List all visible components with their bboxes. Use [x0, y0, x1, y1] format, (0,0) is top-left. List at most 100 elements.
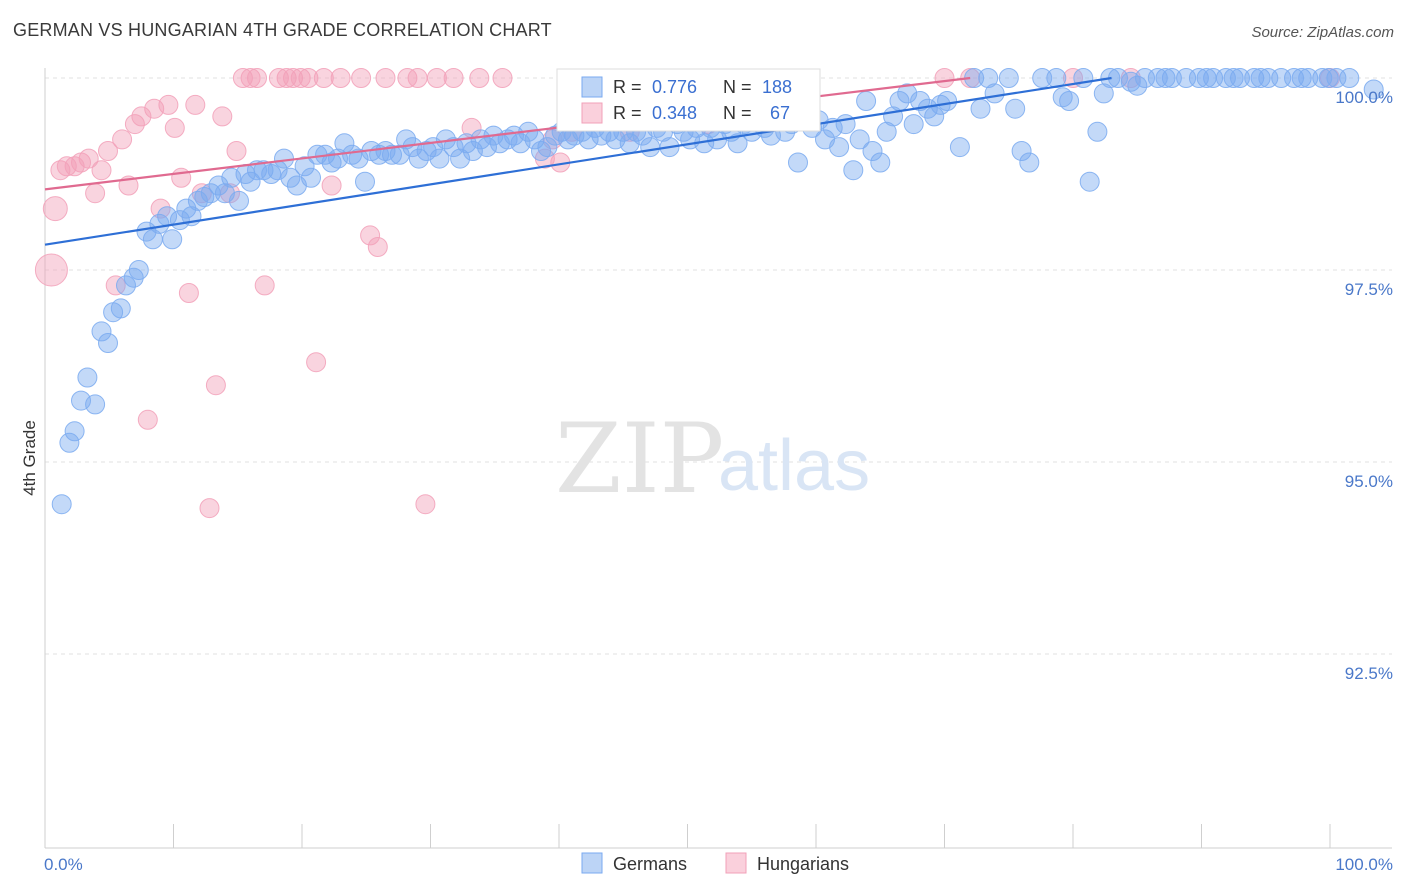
german-point: [116, 275, 136, 296]
german-point: [187, 190, 208, 211]
german-point: [897, 83, 918, 104]
hungarian-point: [178, 283, 199, 303]
german-point: [1087, 121, 1108, 142]
hungarians-r-value: 0.348: [652, 103, 697, 123]
hungarian-point: [150, 198, 171, 219]
german-point: [389, 144, 410, 165]
hungarian-point: [137, 409, 158, 430]
german-point: [949, 137, 970, 158]
german-point: [51, 494, 72, 515]
hungarian-point: [158, 94, 179, 115]
hungarian-point: [199, 498, 220, 519]
germans-r-value: 0.776: [652, 77, 697, 97]
watermark-zip: ZIP: [555, 403, 724, 515]
german-point: [1005, 98, 1026, 119]
x-tick-label-max: 100.0%: [1335, 855, 1393, 874]
german-point: [843, 160, 864, 181]
hungarian-point: [313, 68, 334, 88]
german-point: [1284, 68, 1304, 88]
german-point: [1073, 68, 1094, 88]
german-point: [531, 141, 551, 161]
german-point: [1318, 68, 1339, 88]
series-legend: Germans Hungarians: [581, 852, 849, 874]
chart-title: GERMAN VS HUNGARIAN 4TH GRADE CORRELATIO…: [13, 20, 552, 40]
hungarian-point: [131, 106, 152, 127]
german-point: [727, 133, 748, 154]
hungarian-point: [112, 129, 133, 150]
german-point: [1291, 68, 1312, 88]
hungarians-n-value: 67: [770, 103, 790, 123]
germans-r-label: R =: [613, 77, 642, 97]
german-point: [1052, 87, 1073, 108]
hungarian-point: [78, 148, 99, 169]
watermark-atlas: atlas: [718, 426, 870, 506]
hungarian-point: [283, 68, 303, 88]
german-point: [261, 164, 282, 184]
hungarian-point: [360, 225, 381, 246]
german-point: [229, 190, 249, 211]
german-point: [200, 183, 221, 204]
hungarian-point: [934, 68, 955, 88]
germans-n-value: 188: [762, 77, 792, 97]
german-point: [470, 129, 491, 150]
legend-germans-label: Germans: [613, 854, 687, 874]
hungarian-point: [85, 183, 106, 204]
german-point: [910, 91, 931, 111]
german-point: [1363, 79, 1384, 100]
german-point: [149, 213, 170, 234]
german-point: [937, 91, 958, 111]
german-point: [1079, 171, 1100, 192]
german-point: [355, 171, 375, 192]
german-point: [1250, 68, 1271, 88]
german-point: [1339, 68, 1360, 88]
german-point: [1215, 68, 1236, 88]
german-point: [1059, 91, 1080, 111]
german-point: [64, 421, 85, 442]
german-point: [849, 129, 870, 150]
german-point: [829, 137, 850, 158]
german-point: [59, 432, 80, 453]
y-tick-labels: 92.5% 95.0% 97.5% 100.0%: [1335, 88, 1393, 683]
german-point: [984, 83, 1005, 104]
german-point: [85, 394, 106, 415]
hungarian-point: [247, 68, 267, 88]
german-point: [136, 221, 157, 242]
german-point: [194, 187, 215, 207]
german-point: [321, 152, 342, 173]
hungarians-r-label: R =: [613, 103, 642, 123]
y-axis-label: 4th Grade: [20, 420, 39, 496]
hungarian-point: [397, 68, 418, 88]
legend-swatch-hungarians: [581, 102, 603, 124]
german-point: [1019, 152, 1040, 173]
german-point: [1147, 68, 1168, 88]
hungarian-point: [254, 275, 275, 296]
german-point: [924, 106, 945, 127]
hungarian-point: [105, 275, 126, 296]
german-point: [1188, 68, 1209, 88]
x-ticks: [44, 824, 1331, 848]
german-point: [240, 171, 261, 192]
source-label: Source: ZipAtlas.com: [1251, 24, 1394, 41]
german-point: [870, 152, 891, 173]
bottom-swatch-hungarians: [725, 852, 747, 874]
stats-legend: R = 0.776 N = 188 R = 0.348 N = 67: [556, 68, 821, 132]
hungarian-point: [407, 68, 428, 88]
y-tick-label: 92.5%: [1345, 664, 1393, 683]
hungarian-point: [367, 237, 388, 257]
hungarian-point: [124, 114, 145, 135]
german-point: [91, 321, 112, 342]
german-point: [1244, 68, 1265, 88]
german-point: [1312, 68, 1333, 88]
german-point: [348, 148, 369, 169]
hungarian-point: [415, 494, 436, 515]
hungarian-point: [185, 94, 206, 115]
german-point: [876, 121, 897, 142]
germans-n-label: N =: [723, 77, 752, 97]
hungarian-point: [232, 68, 253, 88]
german-point: [208, 175, 229, 196]
german-point: [1161, 68, 1182, 88]
german-point: [1230, 68, 1250, 88]
german-point: [450, 148, 471, 169]
bottom-swatch-germans: [581, 852, 603, 874]
